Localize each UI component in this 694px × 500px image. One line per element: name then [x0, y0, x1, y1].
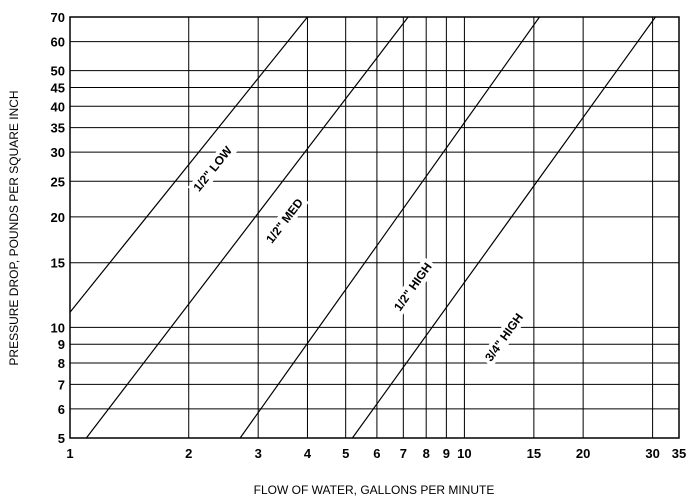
x-axis-title: FLOW OF WATER, GALLONS PER MINUTE [254, 483, 495, 497]
x-tick-label: 6 [373, 446, 380, 461]
x-tick-label: 10 [457, 446, 471, 461]
y-tick-label: 7 [58, 377, 65, 392]
y-tick-label: 60 [51, 35, 65, 50]
y-tick-label: 50 [51, 64, 65, 79]
series-labels: 1/2" LOW 1/2" MED 1/2" HIGH 3/4" HIGH [187, 140, 529, 368]
x-tick-label: 1 [66, 446, 73, 461]
series-label-background [187, 140, 239, 198]
x-tick-label: 7 [400, 446, 407, 461]
series-line [351, 16, 656, 439]
series-line [69, 16, 308, 313]
y-tick-label: 30 [51, 145, 65, 160]
series-label: 1/2" MED [263, 196, 306, 246]
series-label: 3/4" HIGH [482, 311, 526, 364]
y-tick-label: 25 [51, 174, 65, 189]
y-tick-label: 15 [51, 256, 65, 271]
tick-labels: 1 2 3 4 5 6 7 8 9 10 15 20 30 35567891015202530354045… [51, 10, 687, 461]
grid [69, 16, 680, 439]
series-line [239, 16, 540, 439]
y-tick-label: 9 [58, 337, 65, 352]
x-tick-label: 30 [645, 446, 659, 461]
y-tick-label: 5 [58, 431, 65, 446]
series-lines [69, 16, 656, 439]
x-tick-label: 35 [672, 446, 686, 461]
y-tick-label: 20 [51, 210, 65, 225]
series-line [85, 16, 409, 439]
x-tick-label: 9 [443, 446, 450, 461]
x-tick-label: 5 [342, 446, 349, 461]
y-tick-label: 45 [51, 80, 65, 95]
series-label: 1/2" LOW [190, 143, 235, 194]
series-label-group: 3/4" HIGH [479, 307, 529, 368]
x-tick-label: 20 [576, 446, 590, 461]
y-axis-title: PRESSURE DROP, POUNDS PER SQUARE INCH [7, 90, 21, 365]
series-label-group: 1/2" HIGH [388, 257, 438, 317]
series-label-group: 1/2" LOW [187, 140, 239, 198]
y-tick-label: 70 [51, 10, 65, 25]
y-tick-label: 35 [51, 121, 65, 136]
x-tick-label: 3 [255, 446, 262, 461]
series-label-background [260, 192, 309, 249]
series-label-background [388, 257, 438, 317]
series-label: 1/2" HIGH [391, 260, 435, 314]
x-tick-label: 8 [423, 446, 430, 461]
x-tick-label: 4 [304, 446, 312, 461]
series-label-background [479, 307, 529, 368]
y-tick-label: 40 [51, 99, 65, 114]
y-tick-label: 8 [58, 356, 65, 371]
y-tick-label: 6 [58, 402, 65, 417]
x-tick-label: 15 [527, 446, 541, 461]
plot-frame [69, 16, 680, 439]
y-tick-label: 10 [51, 320, 65, 335]
x-tick-label: 2 [185, 446, 192, 461]
